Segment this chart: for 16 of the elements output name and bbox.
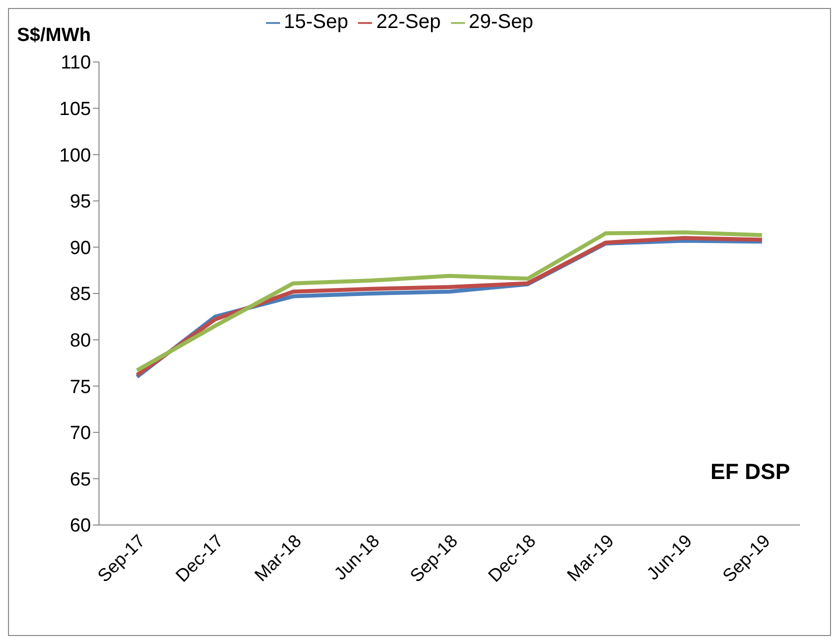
legend-label: 22-Sep [376, 11, 441, 33]
y-tick-label: 100 [59, 145, 91, 166]
y-tick-label: 105 [59, 99, 91, 120]
y-tick-label: 90 [70, 238, 91, 259]
annotation: EF DSP [710, 459, 790, 485]
y-tick-label: 65 [70, 469, 91, 490]
y-tick-label: 95 [70, 192, 91, 213]
y-tick-label: 110 [60, 52, 91, 74]
y-tick-label: 80 [70, 330, 91, 352]
y-tick-label: 60 [70, 516, 91, 537]
legend-label: 29-Sep [468, 11, 534, 33]
y-axis-title: S$/MWh [17, 25, 91, 47]
legend-label: 15-Sep [284, 11, 348, 33]
y-tick-label: 70 [70, 423, 91, 444]
y-tick-label: 75 [70, 376, 91, 398]
y-tick-label: 85 [70, 284, 91, 306]
